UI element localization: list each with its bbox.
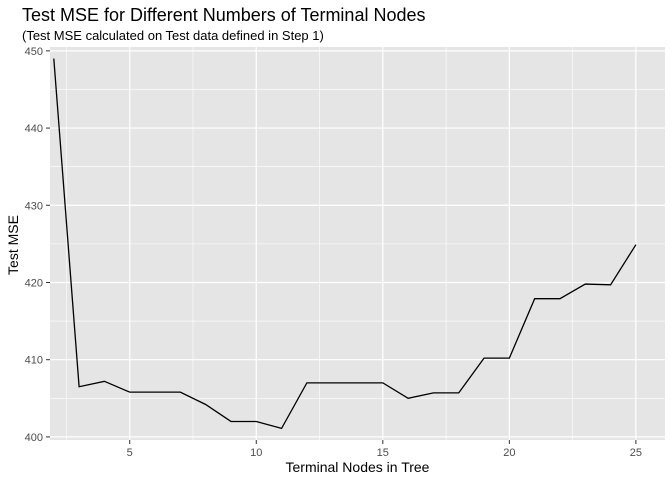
- x-axis-tick-labels: 5 10 15 20 25: [127, 447, 642, 459]
- y-tick-label: 450: [25, 46, 43, 58]
- chart-subtitle: (Test MSE calculated on Test data define…: [22, 28, 324, 43]
- y-tick-label: 410: [25, 355, 43, 367]
- x-tick-label: 25: [630, 447, 642, 459]
- series-line: [53, 58, 637, 430]
- x-tick-label: 10: [250, 447, 262, 459]
- y-axis-title: Test MSE: [5, 215, 21, 275]
- major-gridlines: [50, 47, 665, 440]
- plot-panel: [50, 47, 665, 440]
- y-tick-label: 430: [25, 200, 43, 212]
- y-axis-tick-labels: 400 410 420 430 440 450: [25, 46, 43, 444]
- y-tick-label: 420: [25, 277, 43, 289]
- x-tick-label: 15: [377, 447, 389, 459]
- x-tick-label: 5: [127, 447, 133, 459]
- minor-gridlines: [50, 47, 665, 440]
- y-tick-label: 440: [25, 123, 43, 135]
- chart-title: Test MSE for Different Numbers of Termin…: [22, 5, 426, 25]
- x-axis-title: Terminal Nodes in Tree: [286, 459, 430, 475]
- x-tick-label: 20: [503, 447, 515, 459]
- axis-ticks: [46, 50, 637, 444]
- y-tick-label: 400: [25, 432, 43, 444]
